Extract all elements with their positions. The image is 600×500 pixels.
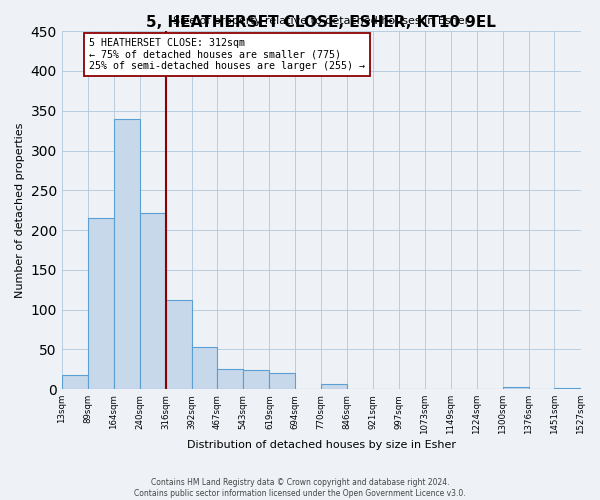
Bar [244,370,269,389]
Bar [217,368,244,389]
Bar [554,388,581,389]
Text: 5 HEATHERSET CLOSE: 312sqm
← 75% of detached houses are smaller (775)
25% of sem: 5 HEATHERSET CLOSE: 312sqm ← 75% of deta… [89,38,365,70]
Text: Size of property relative to detached houses in Esher: Size of property relative to detached ho… [173,16,469,26]
Bar [62,375,88,389]
Bar [166,300,191,389]
Y-axis label: Number of detached properties: Number of detached properties [15,122,25,298]
X-axis label: Distribution of detached houses by size in Esher: Distribution of detached houses by size … [187,440,455,450]
Bar [191,347,217,389]
Bar [321,384,347,389]
Bar [88,218,113,389]
Text: Contains HM Land Registry data © Crown copyright and database right 2024.
Contai: Contains HM Land Registry data © Crown c… [134,478,466,498]
Bar [113,118,140,389]
Title: 5, HEATHERSET CLOSE, ESHER, KT10 9EL: 5, HEATHERSET CLOSE, ESHER, KT10 9EL [146,15,496,30]
Bar [503,387,529,389]
Bar [269,374,295,389]
Bar [140,212,166,389]
